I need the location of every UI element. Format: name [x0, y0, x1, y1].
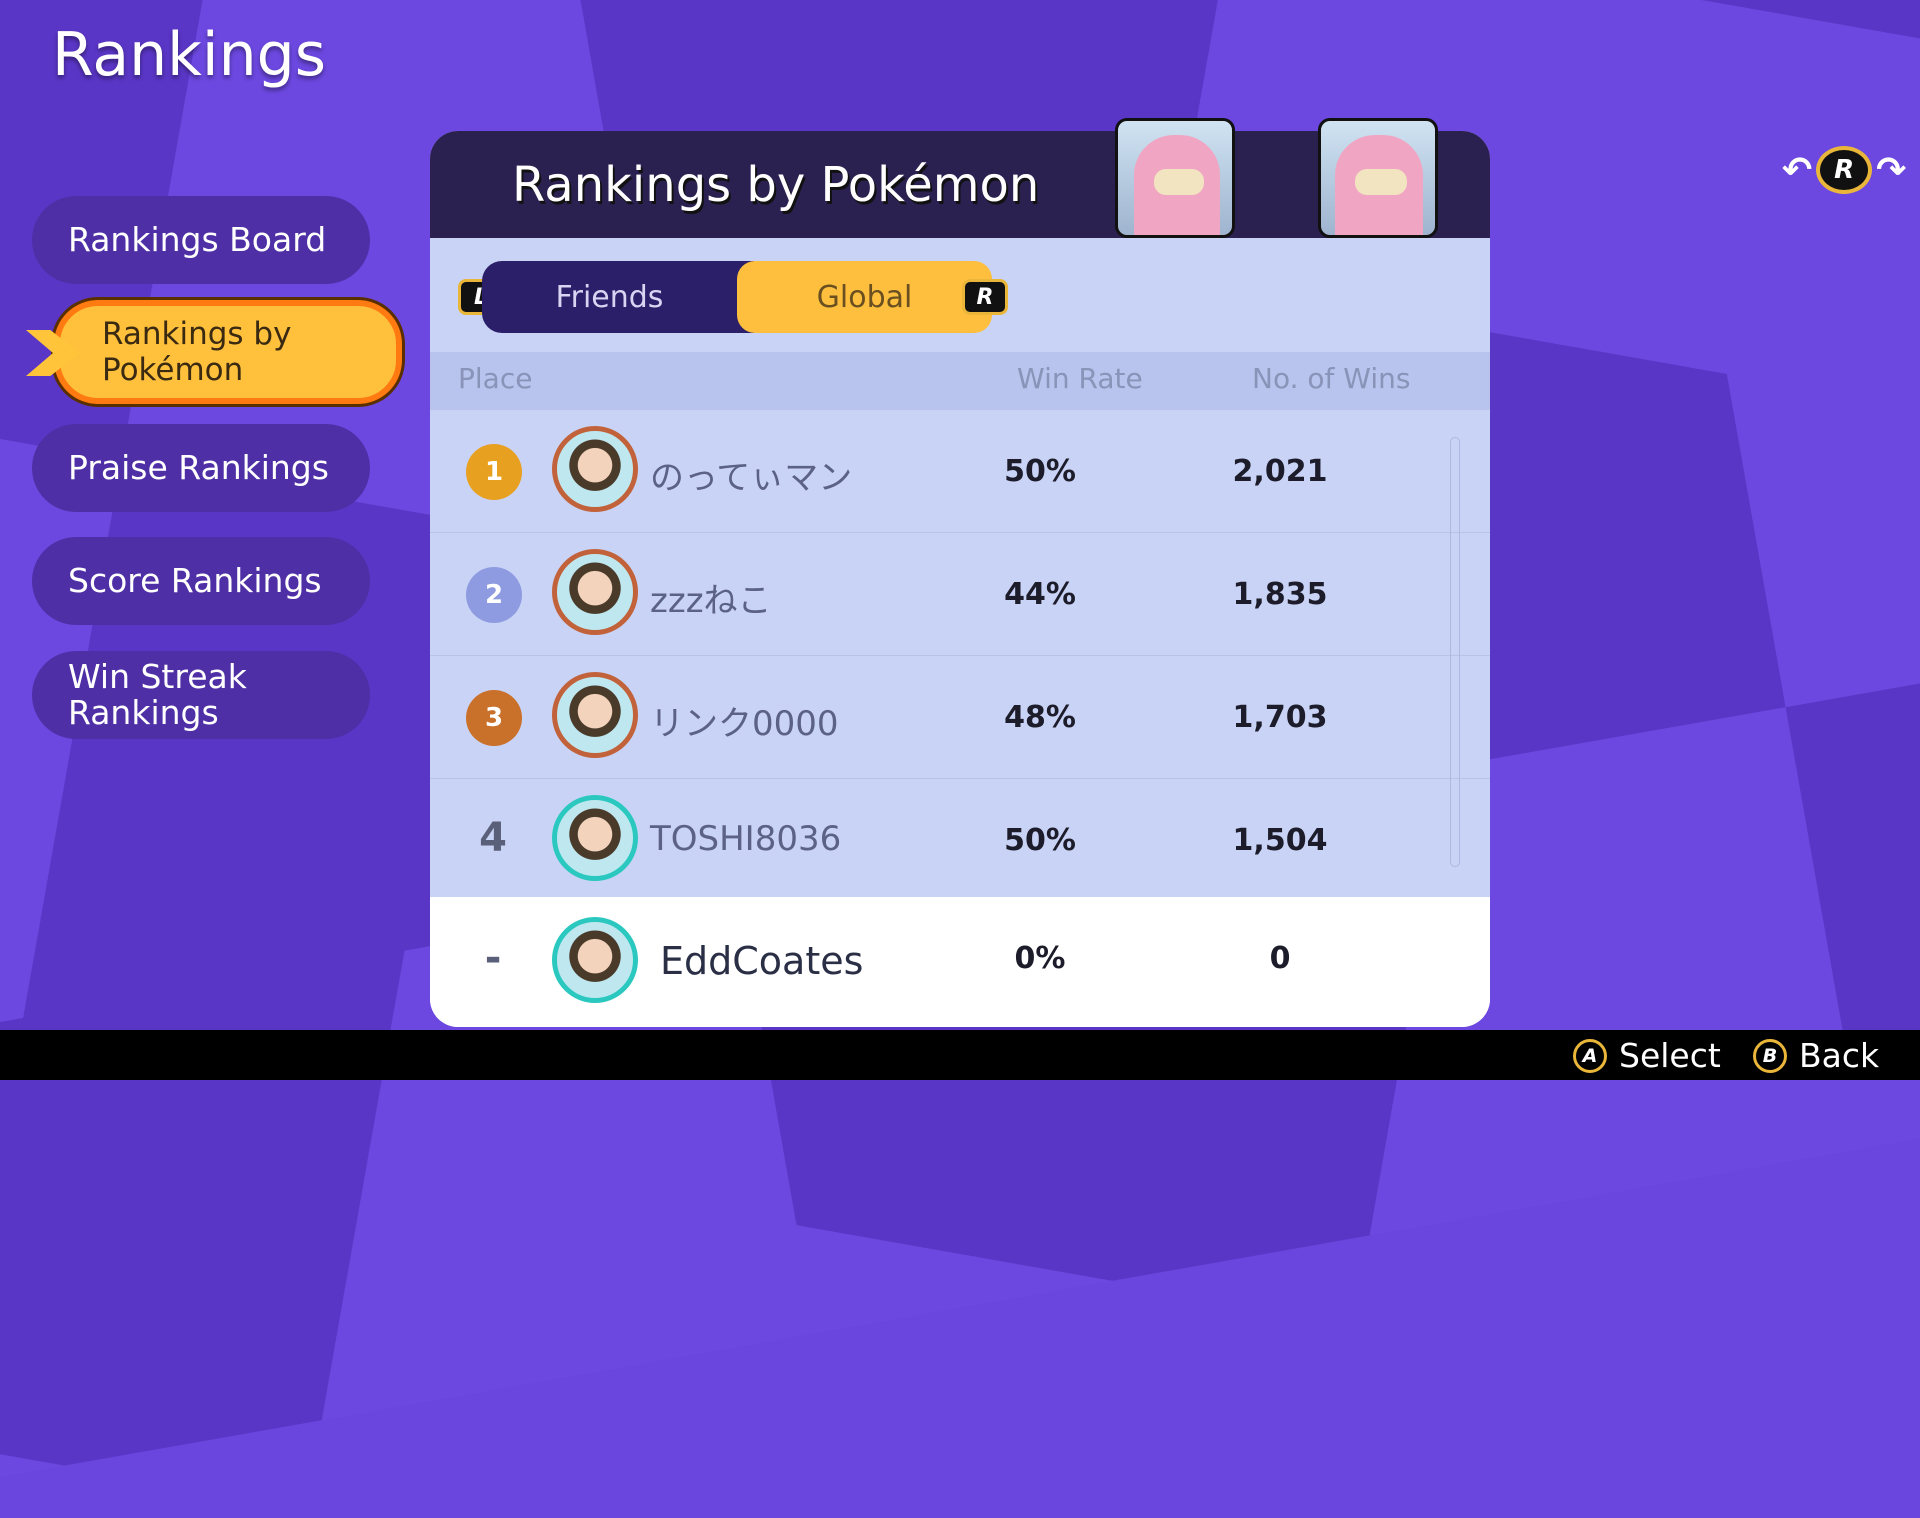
select-hint[interactable]: A Select: [1573, 1036, 1721, 1075]
r-stick-icon: R: [1816, 146, 1873, 194]
win-rate-value: 0%: [1014, 941, 1066, 976]
rotate-hint[interactable]: ↶ R ↷: [1782, 146, 1906, 194]
rankings-panel: Rankings by Pokémon L Friends Global R P…: [430, 131, 1490, 1027]
column-wins: No. of Wins: [1252, 362, 1411, 395]
table-row[interactable]: 2 zzzねこ 44% 1,835: [430, 533, 1490, 656]
avatar: [552, 917, 638, 1003]
tab-friends[interactable]: Friends: [555, 279, 664, 315]
own-ranking-row: - EddCoates 0% 0: [430, 897, 1490, 1027]
player-name: のってぃマン: [650, 458, 853, 498]
select-label: Select: [1619, 1036, 1721, 1075]
a-button-icon: A: [1573, 1038, 1607, 1073]
pokemon-portrait: [1318, 118, 1438, 238]
win-rate-value: 48%: [1004, 700, 1076, 735]
rotate-left-icon: ↶: [1782, 149, 1813, 191]
slowpoke-portrait-icon: [1115, 118, 1235, 238]
place-value: 2: [484, 580, 504, 610]
avatar: [552, 549, 638, 635]
place-value: -: [484, 935, 502, 981]
panel-title: Rankings by Pokémon: [512, 157, 1040, 213]
bronze-medal-icon: 3: [466, 690, 522, 746]
sidebar-item-win-streak-rankings[interactable]: Win Streak Rankings: [32, 651, 370, 739]
avatar: [552, 795, 638, 881]
column-header: Place Win Rate No. of Wins: [430, 352, 1490, 410]
wins-value: 2,021: [1232, 454, 1328, 489]
place-value: 1: [484, 457, 504, 487]
column-win-rate: Win Rate: [1017, 362, 1143, 395]
table-row[interactable]: 1 のってぃマン 50% 2,021: [430, 410, 1490, 533]
page-title: Rankings: [52, 20, 326, 90]
win-rate-value: 44%: [1004, 577, 1076, 612]
wins-value: 1,703: [1232, 700, 1328, 735]
tab-bar: Friends Global: [482, 261, 992, 333]
table-row[interactable]: 3 リンク0000 48% 1,703: [430, 656, 1490, 779]
column-place: Place: [458, 362, 533, 395]
player-name: リンク0000: [650, 704, 839, 744]
avatar: [552, 672, 638, 758]
rotate-right-icon: ↷: [1876, 149, 1907, 191]
back-label: Back: [1799, 1036, 1880, 1075]
sidebar-item-label: Praise Rankings: [68, 448, 329, 487]
scrollbar[interactable]: [1450, 437, 1460, 867]
sidebar-item-label: Rankings Board: [68, 220, 327, 259]
silver-medal-icon: 2: [466, 567, 522, 623]
wins-value: 0: [1269, 941, 1291, 976]
player-name: EddCoates: [660, 939, 864, 983]
win-rate-value: 50%: [1004, 454, 1076, 489]
sidebar-item-score-rankings[interactable]: Score Rankings: [32, 537, 370, 625]
b-button-icon: B: [1753, 1038, 1787, 1073]
avatar: [552, 426, 638, 512]
player-name: TOSHI8036: [650, 819, 842, 859]
sidebar-item-label: Score Rankings: [68, 561, 322, 600]
back-hint[interactable]: B Back: [1753, 1036, 1879, 1075]
player-name: zzzねこ: [650, 581, 772, 621]
sidebar-item-rankings-by-pokemon[interactable]: Rankings by Pokémon: [54, 300, 402, 404]
win-rate-value: 50%: [1004, 823, 1076, 858]
place-value: 3: [484, 703, 504, 733]
footer-bar: A Select B Back: [0, 1030, 1920, 1080]
gold-medal-icon: 1: [466, 444, 522, 500]
sidebar-item-label: Rankings by Pokémon: [102, 316, 292, 388]
r-button-icon[interactable]: R: [962, 279, 1008, 315]
wins-value: 1,835: [1232, 577, 1328, 612]
wins-value: 1,504: [1232, 823, 1328, 858]
place-value: 4: [479, 815, 507, 861]
sidebar-item-rankings-board[interactable]: Rankings Board: [32, 196, 370, 284]
sidebar-item-label: Win Streak Rankings: [68, 657, 247, 732]
panel-header: Rankings by Pokémon: [430, 131, 1490, 238]
sidebar-item-praise-rankings[interactable]: Praise Rankings: [32, 424, 370, 512]
table-row[interactable]: 4 TOSHI8036 50% 1,504: [430, 779, 1490, 902]
tab-global[interactable]: Global: [737, 261, 992, 333]
